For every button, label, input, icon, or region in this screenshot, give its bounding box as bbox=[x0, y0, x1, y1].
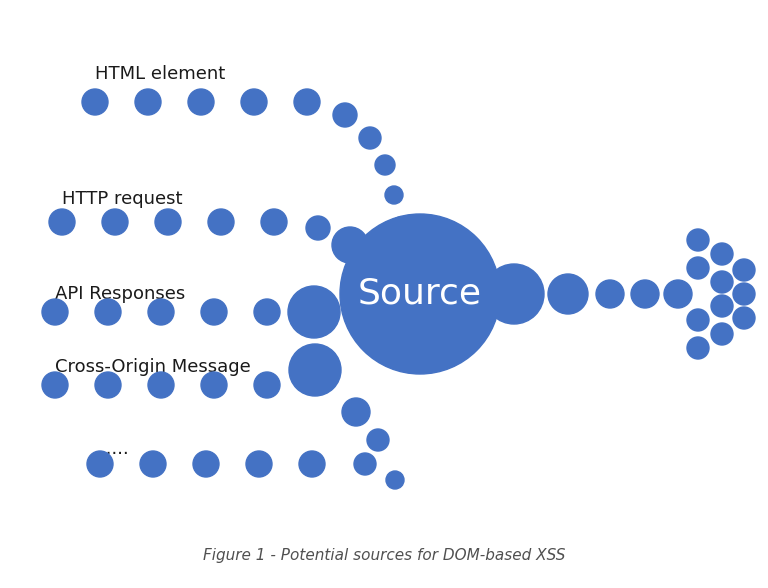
Circle shape bbox=[49, 209, 75, 235]
Circle shape bbox=[82, 89, 108, 115]
Circle shape bbox=[351, 241, 399, 289]
Circle shape bbox=[333, 103, 357, 127]
Circle shape bbox=[367, 429, 389, 451]
Circle shape bbox=[201, 372, 227, 398]
Circle shape bbox=[733, 259, 755, 281]
Circle shape bbox=[299, 451, 325, 477]
Circle shape bbox=[288, 286, 340, 338]
Circle shape bbox=[42, 372, 68, 398]
Circle shape bbox=[289, 344, 341, 396]
Circle shape bbox=[148, 299, 174, 325]
Circle shape bbox=[254, 299, 280, 325]
Circle shape bbox=[354, 453, 376, 475]
Circle shape bbox=[711, 243, 733, 265]
Circle shape bbox=[342, 398, 370, 426]
Circle shape bbox=[340, 214, 500, 374]
Circle shape bbox=[148, 372, 174, 398]
Text: .....: ..... bbox=[100, 440, 129, 458]
Circle shape bbox=[95, 299, 121, 325]
Circle shape bbox=[687, 257, 709, 279]
Text: HTML element: HTML element bbox=[95, 65, 225, 83]
Circle shape bbox=[201, 299, 227, 325]
Circle shape bbox=[711, 271, 733, 293]
Circle shape bbox=[664, 280, 692, 308]
Circle shape bbox=[711, 323, 733, 345]
Circle shape bbox=[733, 283, 755, 305]
Circle shape bbox=[548, 274, 588, 314]
Circle shape bbox=[208, 209, 234, 235]
Circle shape bbox=[246, 451, 272, 477]
Circle shape bbox=[102, 209, 128, 235]
Circle shape bbox=[631, 280, 659, 308]
Circle shape bbox=[42, 299, 68, 325]
Circle shape bbox=[385, 186, 403, 204]
Text: Source: Source bbox=[358, 277, 482, 311]
Circle shape bbox=[261, 209, 287, 235]
Circle shape bbox=[87, 451, 113, 477]
Circle shape bbox=[155, 209, 181, 235]
Circle shape bbox=[95, 372, 121, 398]
Circle shape bbox=[254, 372, 280, 398]
Circle shape bbox=[188, 89, 214, 115]
Circle shape bbox=[687, 309, 709, 331]
Circle shape bbox=[241, 89, 267, 115]
Circle shape bbox=[733, 307, 755, 329]
Circle shape bbox=[687, 229, 709, 251]
Text: HTTP request: HTTP request bbox=[62, 190, 183, 208]
Circle shape bbox=[140, 451, 166, 477]
Circle shape bbox=[596, 280, 624, 308]
Circle shape bbox=[306, 216, 330, 240]
Circle shape bbox=[359, 127, 381, 149]
Circle shape bbox=[484, 264, 544, 324]
Circle shape bbox=[375, 155, 395, 175]
Circle shape bbox=[193, 451, 219, 477]
Circle shape bbox=[135, 89, 161, 115]
Circle shape bbox=[294, 89, 320, 115]
Circle shape bbox=[687, 337, 709, 359]
Text: Figure 1 - Potential sources for DOM-based XSS: Figure 1 - Potential sources for DOM-bas… bbox=[203, 548, 565, 563]
Text: Cross-Origin Message: Cross-Origin Message bbox=[55, 358, 250, 376]
Circle shape bbox=[386, 471, 404, 489]
Circle shape bbox=[392, 217, 408, 233]
Circle shape bbox=[711, 295, 733, 317]
Circle shape bbox=[332, 227, 368, 263]
Text: API Responses: API Responses bbox=[55, 285, 185, 303]
